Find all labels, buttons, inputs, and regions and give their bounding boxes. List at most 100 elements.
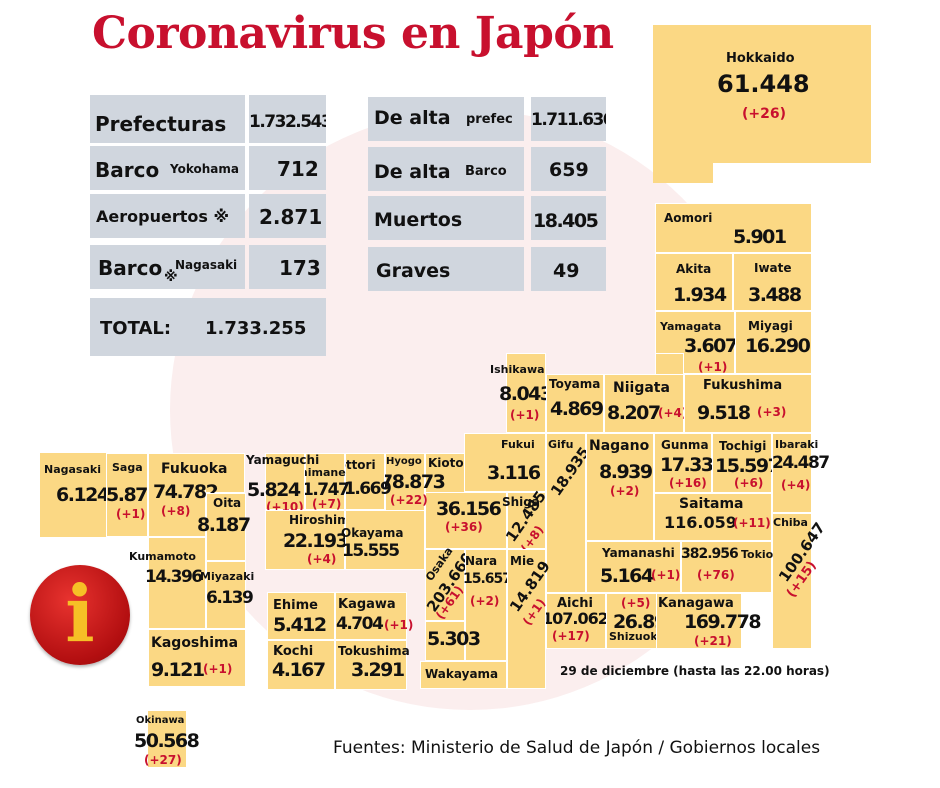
shimane-value: 1.747 xyxy=(302,480,350,500)
saitama-delta: (+11) xyxy=(733,516,771,530)
aeropuertos-label-box: Aeropuertos ※ xyxy=(90,194,245,238)
tile-gunma xyxy=(654,433,712,493)
tokio-value: 382.956 xyxy=(681,546,739,562)
barco-yokohama-sub: Yokohama xyxy=(170,162,239,176)
hiroshima-value: 22.193 xyxy=(283,530,349,552)
barco-yokohama-label: Barco xyxy=(95,158,160,182)
barco-nagasaki-sub: Nagasaki xyxy=(175,258,238,272)
tile-kagawa xyxy=(335,592,407,640)
tile-hokkaido xyxy=(653,25,871,163)
okinawa-delta: (+27) xyxy=(144,753,182,767)
graves-value-box: 49 xyxy=(531,247,606,291)
alta-prefec-value-box: 1.711.630 xyxy=(531,97,606,141)
alta-prefec-label: De alta xyxy=(374,107,451,129)
aichi-value: 107.062 xyxy=(542,609,609,628)
tottori-value: 1.669 xyxy=(344,479,392,499)
gunma-name: Gunma xyxy=(661,438,709,452)
muertos-value-box: 18.405 xyxy=(531,196,606,240)
barco-yokohama-label-box: Barco Yokohama xyxy=(90,146,245,190)
yamaguchi-value: 5.824 xyxy=(247,479,301,501)
saitama-name: Saitama xyxy=(679,496,744,512)
tile-aomori xyxy=(655,203,812,253)
shimane-name: Shimane xyxy=(292,466,346,479)
ibaraki-value: 24.487 xyxy=(772,453,830,473)
tokio-name: Tokio xyxy=(741,548,774,561)
tile-tokio xyxy=(681,541,772,593)
ibaraki-name: Ibaraki xyxy=(775,438,819,451)
graves-value: 49 xyxy=(553,260,580,282)
niigata-value: 8.207 xyxy=(607,402,661,424)
nagasaki-value: 6.124 xyxy=(56,484,110,506)
tochigi-name: Tochigi xyxy=(719,439,767,453)
tile-fukuoka-b xyxy=(148,490,206,537)
tile-hiroshima xyxy=(265,510,345,570)
tile-tochigi xyxy=(712,433,772,493)
saga-name: Saga xyxy=(112,461,143,474)
ehime-name: Ehime xyxy=(273,598,318,613)
ishikawa-delta: (+1) xyxy=(510,408,540,422)
yamanashi-delta: (+1) xyxy=(651,568,681,582)
tile-yamanashi xyxy=(586,541,681,593)
fukuoka-name: Fukuoka xyxy=(161,461,228,477)
tile-okayama xyxy=(345,510,425,570)
alta-prefec-sub: prefec xyxy=(466,112,513,127)
okayama-value: 15.555 xyxy=(342,541,400,561)
tile-saitama xyxy=(654,493,772,541)
tile-niigata xyxy=(604,374,684,433)
alta-barco-label: De alta xyxy=(374,161,451,183)
tile-shimane xyxy=(305,453,345,510)
kagawa-delta: (+1) xyxy=(384,618,414,632)
barco-nagasaki-value: 173 xyxy=(279,256,321,280)
tile-gifu xyxy=(546,433,586,593)
tile-osaka xyxy=(425,549,465,621)
wakayama-name: Wakayama xyxy=(425,667,499,681)
shimane-delta: (+7) xyxy=(312,497,342,511)
kagawa-value: 4.704 xyxy=(336,614,384,634)
tile-kanagawa xyxy=(656,593,742,649)
tile-ibaraki xyxy=(772,433,812,513)
fukushima-delta: (+3) xyxy=(757,405,787,419)
tile-fukuoka xyxy=(148,453,245,493)
muertos-label: Muertos xyxy=(374,209,463,231)
kochi-value: 4.167 xyxy=(272,659,326,681)
kagawa-name: Kagawa xyxy=(338,597,396,612)
fukui-value: 3.116 xyxy=(487,462,541,484)
aomori-value: 5.901 xyxy=(733,226,787,248)
tile-kochi xyxy=(267,640,335,690)
kagoshima-delta: (+1) xyxy=(203,662,233,676)
yamagata-name: Yamagata xyxy=(660,320,722,333)
yamagata-delta: (+1) xyxy=(698,360,728,374)
gifu-name: Gifu xyxy=(548,438,574,451)
tile-nara xyxy=(465,549,507,661)
tile-kumamoto xyxy=(148,537,206,629)
tile-tokushima xyxy=(335,640,407,690)
tile-yamaguchi xyxy=(265,453,305,510)
nagano-name: Nagano xyxy=(589,438,650,454)
tile-kagoshima xyxy=(148,629,246,687)
tile-ehime xyxy=(267,592,335,640)
tile-nagasaki xyxy=(40,453,106,537)
total-label: TOTAL: xyxy=(100,318,172,339)
ishikawa-value: 8.043 xyxy=(499,383,553,405)
graves-label-box: Graves xyxy=(368,247,524,291)
wakayama-value: 5.303 xyxy=(427,628,481,650)
toyama-value: 4.869 xyxy=(550,398,604,420)
tile-mie xyxy=(507,549,546,689)
hiroshima-name: Hiroshima xyxy=(289,513,358,527)
hiroshima-delta: (+4) xyxy=(307,552,337,566)
shizuoka-name: Shizuoka xyxy=(609,630,666,643)
tile-wakayama-b xyxy=(420,661,507,689)
kochi-name: Kochi xyxy=(273,644,314,659)
total-value: 1.733.255 xyxy=(205,318,307,339)
nagano-delta: (+2) xyxy=(610,484,640,498)
alta-prefec-label-box: De alta prefec xyxy=(368,97,524,141)
okayama-name: Okayama xyxy=(341,526,404,540)
alta-barco-value: 659 xyxy=(549,159,589,181)
hokkaido-value: 61.448 xyxy=(717,70,810,98)
hyogo-value: 78.873 xyxy=(380,471,446,493)
alta-barco-value-box: 659 xyxy=(531,147,606,191)
total-box: TOTAL: 1.733.255 xyxy=(90,298,326,356)
prefecturas-value: 1.732.543 xyxy=(249,112,326,132)
miyazaki-name: Miyazaki xyxy=(200,570,255,583)
kanagawa-delta: (+21) xyxy=(694,634,732,648)
